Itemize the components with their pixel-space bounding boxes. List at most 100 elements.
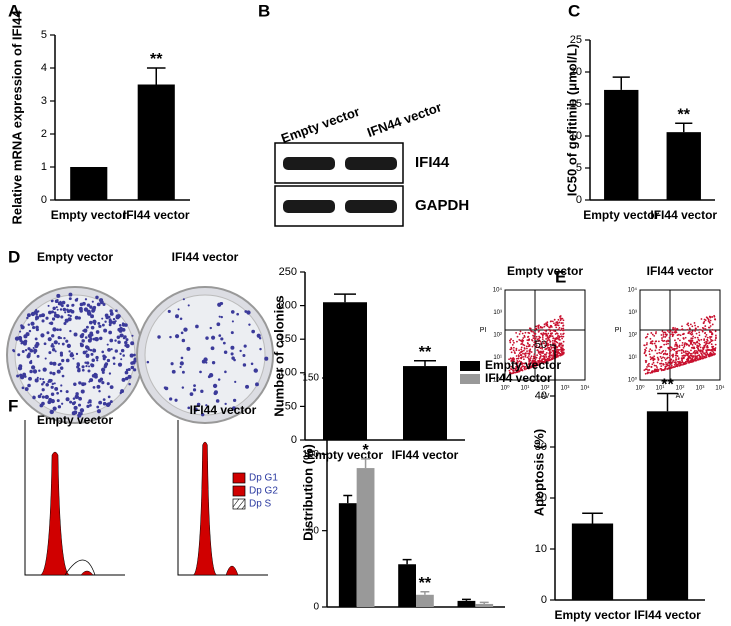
flow-event: [694, 330, 697, 332]
colony: [130, 341, 135, 346]
flow-event: [558, 348, 561, 351]
colony: [41, 395, 45, 399]
flow-event: [545, 356, 547, 358]
blot-band: [283, 157, 335, 170]
colony: [33, 348, 38, 353]
colony: [108, 330, 113, 335]
y-tick-label: 25: [570, 34, 582, 46]
colony: [170, 362, 174, 366]
flow-event: [688, 327, 691, 330]
flow-event: [699, 350, 702, 353]
colony: [54, 350, 57, 353]
flow-event: [545, 340, 548, 343]
flow-event: [561, 344, 564, 347]
x-tick-label: Empty vector: [51, 208, 127, 222]
flow-event: [561, 337, 564, 340]
flow-event: [562, 324, 565, 327]
flow-event: [699, 328, 701, 331]
colony: [248, 323, 251, 326]
colony: [109, 385, 114, 389]
flow-event: [689, 356, 691, 359]
flow-event: [710, 343, 713, 346]
error-bar: [343, 494, 353, 504]
flow-event: [649, 372, 652, 374]
flow-event: [560, 348, 563, 350]
colony: [91, 358, 95, 362]
colony: [101, 370, 105, 374]
flow-event: [706, 340, 709, 342]
colony: [216, 322, 221, 327]
blot-row-label: GAPDH: [415, 197, 469, 214]
flow-event: [673, 364, 676, 366]
flow-event: [511, 343, 514, 346]
y-axis-label: Relative mRNA expression of IFI44: [9, 10, 24, 225]
flow-event: [520, 348, 523, 351]
flow-event: [558, 351, 560, 354]
colony: [68, 292, 73, 297]
flow-event: [708, 341, 711, 344]
flow-event: [705, 333, 708, 336]
colony: [167, 309, 171, 313]
flow-event: [700, 318, 703, 320]
flow-event: [703, 346, 706, 348]
flow-event: [528, 353, 531, 356]
flow-event: [677, 360, 679, 363]
flow-event: [660, 357, 663, 360]
flow-event: [697, 325, 699, 328]
colony: [84, 298, 88, 301]
flow-event: [556, 324, 559, 326]
flow-event: [560, 322, 563, 324]
flow-event: [539, 360, 541, 363]
colony: [78, 396, 82, 401]
flow-event: [550, 351, 552, 354]
flow-event: [653, 334, 656, 337]
flow-event: [692, 347, 695, 350]
flow-event: [666, 368, 669, 370]
y-tick-label: 5: [576, 162, 582, 174]
flow-event: [552, 337, 555, 340]
colony: [43, 342, 47, 346]
colony: [58, 301, 63, 306]
colony: [88, 320, 93, 325]
colony: [53, 340, 58, 345]
colony: [93, 374, 98, 379]
y-tick-label: 0: [576, 194, 582, 206]
flow-event: [553, 340, 556, 343]
colony: [76, 297, 79, 300]
colony: [66, 304, 70, 308]
colony: [61, 358, 65, 363]
colony: [51, 310, 55, 314]
flow-event: [691, 344, 694, 346]
colony: [193, 384, 196, 388]
annotation: **: [678, 106, 691, 123]
flow-event: [709, 335, 711, 338]
colony: [107, 395, 111, 399]
flow-event: [537, 346, 540, 349]
hist-title: IFI44 vector: [190, 403, 257, 417]
flow-event: [678, 349, 681, 352]
flow-event: [535, 344, 538, 347]
colony: [187, 304, 190, 307]
flow-event: [543, 333, 545, 335]
colony: [63, 337, 66, 340]
flow-event: [714, 334, 717, 337]
y-tick-label: 4: [41, 62, 47, 74]
y-tick-label: 0: [291, 434, 297, 446]
flow-event: [545, 322, 547, 325]
error-bar: [146, 67, 166, 85]
y-tick-label: 250: [279, 266, 297, 278]
flow-event: [704, 332, 706, 335]
flow-event: [712, 348, 715, 351]
flow-event: [559, 315, 561, 318]
colony: [200, 389, 204, 393]
flow-event: [671, 361, 674, 364]
colony: [86, 303, 91, 307]
annotation: **: [661, 377, 674, 394]
flow-event: [706, 336, 709, 339]
flow-event: [514, 362, 517, 365]
flow-event: [552, 354, 555, 356]
colony: [48, 351, 52, 355]
colony: [66, 343, 71, 349]
colony: [56, 369, 61, 374]
colony: [24, 349, 28, 352]
